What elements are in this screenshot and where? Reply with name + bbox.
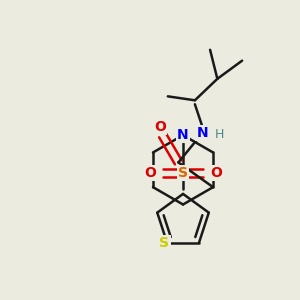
Text: S: S bbox=[160, 236, 170, 250]
Text: O: O bbox=[154, 120, 166, 134]
Text: O: O bbox=[144, 166, 156, 180]
Text: S: S bbox=[178, 166, 188, 180]
Text: N: N bbox=[177, 128, 189, 142]
Text: N: N bbox=[196, 126, 208, 140]
Text: O: O bbox=[210, 166, 222, 180]
Text: H: H bbox=[214, 128, 224, 142]
